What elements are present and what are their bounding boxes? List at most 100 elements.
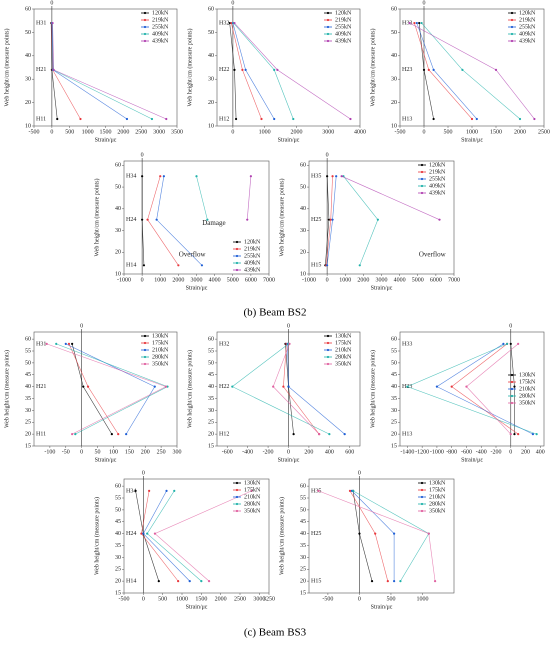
legend-label: 175kN	[152, 340, 169, 346]
legend-label: 280kN	[429, 501, 446, 507]
x-tick-label: 7000	[263, 277, 275, 283]
legend-label: 219kN	[429, 169, 446, 175]
y-tick-label: 25	[25, 420, 31, 426]
point-label: H11	[36, 432, 46, 438]
legend-marker	[510, 373, 514, 377]
x-tick-label: -600	[222, 449, 233, 455]
x-tick-label: 3000	[376, 277, 388, 283]
legend-label: 120kN	[335, 10, 352, 16]
legend-marker	[420, 184, 424, 188]
x-tick-label: 6000	[245, 277, 257, 283]
data-point	[376, 218, 379, 221]
data-point	[150, 117, 154, 121]
x-axis-label: Strain/με	[95, 137, 117, 143]
x-tick-label: -400	[242, 449, 253, 455]
x-tick-label: 1500	[195, 596, 207, 602]
zero-line-label: 0	[50, 0, 53, 6]
data-point	[159, 175, 162, 178]
data-point	[509, 433, 512, 436]
x-tick-label: -100	[44, 449, 55, 455]
data-point	[288, 342, 291, 345]
data-point	[343, 433, 346, 436]
data-point	[164, 385, 167, 388]
data-point	[45, 342, 48, 345]
data-point	[327, 218, 331, 221]
x-tick-label: 150	[125, 449, 134, 455]
legend-label: 255kN	[519, 24, 536, 30]
x-axis-label: Strain/με	[278, 457, 300, 463]
point-label: H31	[36, 20, 46, 26]
point-label: H15	[311, 263, 321, 269]
x-tick-label: -500	[322, 596, 333, 602]
x-tick-label: 200	[304, 449, 313, 455]
x-tick-label: -1000	[302, 277, 316, 283]
legend-label: 409kN	[244, 260, 261, 266]
y-tick-label: 35	[300, 543, 306, 549]
x-tick-label: -1000	[430, 449, 444, 455]
y-tick-label: 30	[391, 77, 397, 83]
data-point	[427, 532, 430, 535]
x-tick-label: 500	[386, 596, 395, 602]
y-tick-label: 15	[25, 443, 31, 449]
legend-label: 130kN	[152, 333, 169, 339]
series-line	[246, 176, 252, 220]
legend-label: 280kN	[152, 354, 169, 360]
legend-marker	[510, 380, 514, 384]
y-tick-label: 45	[208, 372, 214, 378]
x-tick-label: -500	[29, 129, 40, 135]
y-tick-label: 50	[391, 360, 397, 366]
data-point	[146, 218, 149, 221]
legend-marker	[510, 387, 514, 391]
data-point	[148, 489, 151, 492]
plot-frame	[33, 331, 178, 447]
data-point	[408, 21, 411, 25]
data-point	[465, 385, 468, 388]
y-tick-label: 25	[208, 420, 214, 426]
data-point	[249, 175, 252, 178]
legend-marker	[143, 32, 147, 36]
x-axis-label: Strain/με	[461, 137, 483, 143]
data-point	[165, 489, 168, 492]
y-tick-label: 10	[25, 123, 31, 129]
data-point	[234, 117, 238, 121]
data-point	[231, 385, 234, 388]
y-tick-label: 50	[25, 360, 31, 366]
legend-label: 350kN	[244, 508, 261, 514]
data-point	[358, 264, 361, 267]
data-point	[79, 117, 82, 121]
y-axis-label: Web height/cm (measure points)	[369, 29, 376, 107]
y-tick-label: 20	[25, 100, 31, 106]
x-axis-label: Strain/με	[95, 457, 117, 463]
point-label: H12	[219, 432, 229, 438]
legend-marker	[510, 39, 514, 43]
x-tick-label: -600	[461, 449, 472, 455]
y-tick-label: 10	[391, 123, 397, 129]
legend-marker	[235, 247, 239, 251]
legend-marker	[420, 163, 424, 167]
data-point	[513, 433, 516, 436]
zero-line-label: 0	[358, 470, 361, 476]
x-tick-label: 1000	[466, 129, 478, 135]
data-point	[413, 21, 416, 25]
x-tick-label: 3000	[322, 129, 334, 135]
legend-marker	[326, 39, 330, 43]
data-point	[86, 385, 90, 388]
legend-marker	[326, 11, 330, 15]
legend-label: 219kN	[519, 17, 536, 23]
series-line	[409, 22, 535, 120]
legend-marker	[326, 341, 330, 345]
y-tick-label: 40	[391, 384, 397, 390]
x-tick-label: 600	[345, 449, 354, 455]
data-point	[282, 385, 285, 388]
data-point	[435, 385, 439, 388]
y-tick-label: 30	[25, 408, 31, 414]
x-tick-label: 500	[65, 129, 74, 135]
data-point	[157, 580, 160, 583]
y-tick-label: 20	[25, 432, 31, 438]
data-point	[125, 117, 129, 121]
chart: -500 0 500 1000 1500 2000 2500 10 20 30 40 50 60 Stra…	[369, 0, 550, 143]
y-tick-label: 50	[300, 507, 306, 513]
y-axis-label: Web height/cm (measure points)	[278, 179, 285, 257]
data-point	[533, 117, 536, 121]
y-tick-label: 30	[391, 408, 397, 414]
